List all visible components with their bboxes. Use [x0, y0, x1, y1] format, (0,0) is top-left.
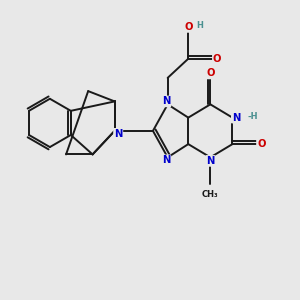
Text: N: N [114, 129, 122, 139]
Text: N: N [162, 96, 170, 106]
Text: O: O [213, 54, 221, 64]
Text: N: N [232, 112, 240, 123]
Text: H: H [196, 21, 203, 30]
Text: N: N [162, 155, 170, 165]
Text: CH₃: CH₃ [202, 190, 219, 199]
Text: O: O [184, 22, 193, 32]
Text: N: N [206, 156, 214, 166]
Text: O: O [257, 139, 266, 149]
Text: -H: -H [248, 112, 258, 121]
Text: O: O [206, 68, 214, 78]
